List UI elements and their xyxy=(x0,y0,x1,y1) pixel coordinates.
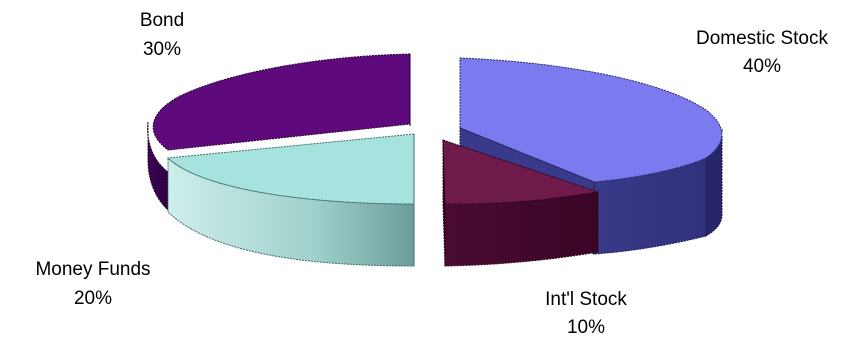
label-bond: Bond 30% xyxy=(140,10,184,60)
label-money-funds-pct: 20% xyxy=(74,288,112,309)
label-bond-name: Bond xyxy=(140,10,184,31)
label-money-funds: Money Funds 20% xyxy=(35,259,150,309)
label-intl-stock-pct: 10% xyxy=(567,317,605,337)
slice-money-funds xyxy=(168,134,414,266)
label-domestic-stock-name: Domestic Stock xyxy=(696,28,828,49)
slice-bond-top xyxy=(153,54,410,150)
label-money-funds-name: Money Funds xyxy=(35,259,150,280)
label-intl-stock-name: Int'l Stock xyxy=(545,289,627,310)
label-intl-stock: Int'l Stock 10% xyxy=(545,289,627,337)
label-domestic-stock: Domestic Stock 40% xyxy=(696,28,828,77)
label-domestic-stock-pct: 40% xyxy=(743,56,781,77)
label-bond-pct: 30% xyxy=(143,39,181,60)
